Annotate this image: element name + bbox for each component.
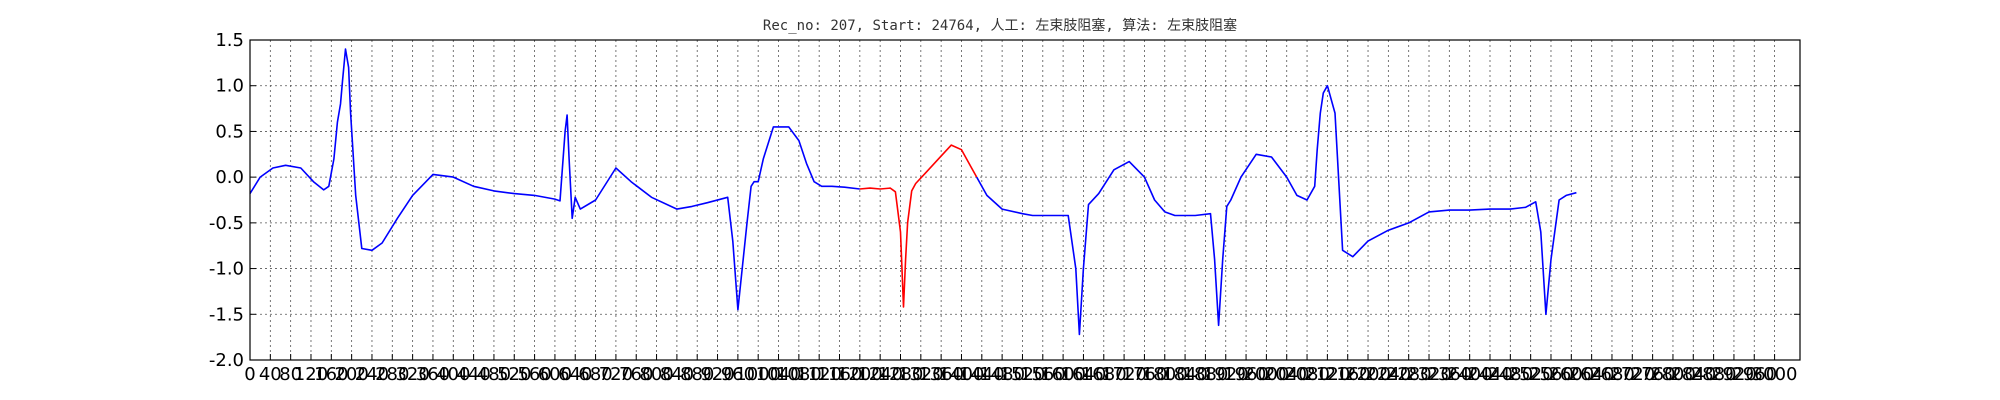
x-tick-label: 320: [395, 364, 429, 385]
x-tick-label: 2400: [1447, 364, 1493, 385]
x-tick-label: 2960: [1731, 364, 1777, 385]
x-tick-label: 1720: [1101, 364, 1147, 385]
x-tick-label: 1960: [1223, 364, 1269, 385]
x-tick-label: 2320: [1406, 364, 1452, 385]
x-tick-label: 2040: [1264, 364, 1310, 385]
x-tick-label: 2120: [1304, 364, 1350, 385]
x-tick-label: 2560: [1528, 364, 1574, 385]
x-tick-label: 2600: [1548, 364, 1594, 385]
x-tick-label: 1760: [1122, 364, 1168, 385]
x-tick-label: 920: [700, 364, 734, 385]
x-tick-label: 2880: [1691, 364, 1737, 385]
x-tick-label: 1040: [756, 364, 802, 385]
x-tick-label: 880: [680, 364, 714, 385]
plot-area: [249, 39, 1801, 361]
y-tick-label: 1.5: [215, 30, 244, 51]
x-tick-label: 520: [497, 364, 531, 385]
x-tick-label: 3000: [1752, 364, 1798, 385]
x-axis: 0 408012016020024028032036040044048052056…: [244, 354, 1797, 385]
x-tick-label: 2760: [1630, 364, 1676, 385]
y-axis: 1.5 1.0 0.5 0.0 -0.5 -1.0 -1.5 -2.0: [209, 30, 1800, 371]
x-tick-label: 1560: [1020, 364, 1066, 385]
x-tick-label: 2200: [1345, 364, 1391, 385]
x-tick-label: 1680: [1081, 364, 1127, 385]
x-tick-label: 120: [294, 364, 328, 385]
x-tick-label: 720: [599, 364, 633, 385]
x-tick-label: 2640: [1569, 364, 1615, 385]
x-tick-label: 960: [721, 364, 755, 385]
x-tick-label: 1360: [918, 364, 964, 385]
x-tick-label: 1240: [857, 364, 903, 385]
x-tick-label: 160: [314, 364, 348, 385]
y-tick-label: 1.0: [215, 76, 244, 97]
x-tick-label: 2920: [1711, 364, 1757, 385]
x-tick-label: 1520: [1000, 364, 1046, 385]
x-tick-label: 240: [355, 364, 389, 385]
x-tick-label: 1840: [1162, 364, 1208, 385]
x-tick-label: 2360: [1426, 364, 1472, 385]
x-tick-label: 2720: [1609, 364, 1655, 385]
x-tick-label: 440: [456, 364, 490, 385]
x-tick-label: 1800: [1142, 364, 1188, 385]
x-tick-label: 1640: [1061, 364, 1107, 385]
y-tick-label: -1.0: [209, 259, 244, 280]
series-line-0: [249, 48, 860, 311]
chart-title: Rec_no: 207, Start: 24764, 人工: 左束肢阻塞, 算法…: [763, 17, 1237, 34]
x-tick-label: 2480: [1487, 364, 1533, 385]
x-tick-label: 2080: [1284, 364, 1330, 385]
x-tick-label: 1200: [837, 364, 883, 385]
x-tick-label: 80: [279, 364, 302, 385]
x-tick-label: 1880: [1183, 364, 1229, 385]
x-tick-label: 800: [639, 364, 673, 385]
y-tick-label: -1.5: [209, 304, 244, 325]
x-tick-label: 1400: [939, 364, 985, 385]
x-tick-label: 2520: [1508, 364, 1554, 385]
x-tick-label: 0: [244, 364, 255, 385]
y-tick-label: 0.5: [215, 121, 244, 142]
x-tick-label: 2800: [1650, 364, 1696, 385]
series-layer: [249, 48, 1577, 336]
x-tick-label: 1920: [1203, 364, 1249, 385]
x-tick-label: 1320: [898, 364, 944, 385]
x-tick-label: 2240: [1365, 364, 1411, 385]
x-tick-label: 1480: [979, 364, 1025, 385]
x-tick-label: 640: [558, 364, 592, 385]
x-tick-label: 2440: [1467, 364, 1513, 385]
x-tick-label: 40: [259, 364, 282, 385]
y-tick-label: 0.0: [215, 167, 244, 188]
x-tick-label: 1160: [817, 364, 863, 385]
x-tick-label: 760: [619, 364, 653, 385]
x-tick-label: 480: [477, 364, 511, 385]
x-tick-label: 200: [334, 364, 368, 385]
x-tick-label: 1120: [796, 364, 842, 385]
y-tick-label: -2.0: [209, 350, 244, 371]
x-tick-label: 840: [660, 364, 694, 385]
series-line-2: [976, 84, 1577, 336]
x-tick-label: 680: [578, 364, 612, 385]
x-tick-label: 360: [416, 364, 450, 385]
x-tick-label: 1440: [959, 364, 1005, 385]
x-tick-label: 280: [375, 364, 409, 385]
y-tick-label: -0.5: [209, 213, 244, 234]
x-tick-label: 2280: [1386, 364, 1432, 385]
x-tick-label: 1000: [735, 364, 781, 385]
x-tick-label: 1280: [878, 364, 924, 385]
x-tick-label: 2000: [1243, 364, 1289, 385]
x-tick-label: 1080: [776, 364, 822, 385]
x-tick-label: 2840: [1670, 364, 1716, 385]
x-tick-label: 1600: [1040, 364, 1086, 385]
x-tick-label: 600: [538, 364, 572, 385]
x-tick-label: 2680: [1589, 364, 1635, 385]
x-tick-label: 560: [517, 364, 551, 385]
grid: [250, 40, 1800, 360]
x-tick-label: 400: [436, 364, 470, 385]
x-tick-label: 2160: [1325, 364, 1371, 385]
series-line-1: [859, 144, 978, 308]
